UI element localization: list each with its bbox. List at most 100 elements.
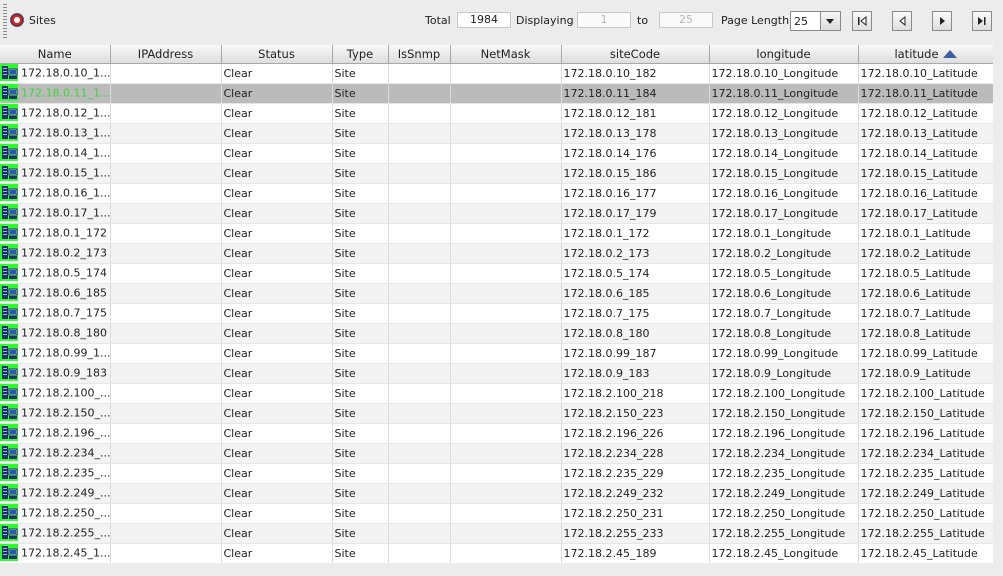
type-cell[interactable]: Site: [332, 143, 389, 164]
ipaddress-cell[interactable]: [110, 423, 222, 444]
netmask-cell[interactable]: [450, 423, 562, 444]
name-cell[interactable]: 172.18.0.16_1...: [0, 183, 111, 204]
name-cell[interactable]: 172.18.2.100_...: [0, 383, 111, 404]
netmask-cell[interactable]: [450, 463, 562, 484]
ipaddress-cell[interactable]: [110, 463, 222, 484]
status-cell[interactable]: Clear: [221, 423, 333, 444]
longitude-cell[interactable]: 172.18.0.6_Longitude: [709, 283, 859, 304]
netmask-cell[interactable]: [450, 503, 562, 524]
ipaddress-cell[interactable]: [110, 103, 222, 124]
type-cell[interactable]: Site: [332, 243, 389, 264]
name-cell[interactable]: 172.18.0.11_1...: [0, 83, 111, 104]
netmask-cell[interactable]: [450, 183, 562, 204]
ipaddress-cell[interactable]: [110, 523, 222, 544]
name-cell[interactable]: 172.18.2.235_...: [0, 463, 111, 484]
name-cell[interactable]: 172.18.0.15_1...: [0, 163, 111, 184]
latitude-cell[interactable]: 172.18.0.15_Latitude: [858, 163, 993, 184]
longitude-cell[interactable]: 172.18.2.235_Longitude: [709, 463, 859, 484]
sitecode-cell[interactable]: 172.18.0.5_174: [561, 263, 710, 284]
name-cell[interactable]: 172.18.2.196_...: [0, 423, 111, 444]
ipaddress-cell[interactable]: [110, 303, 222, 324]
latitude-cell[interactable]: 172.18.0.14_Latitude: [858, 143, 993, 164]
name-cell[interactable]: 172.18.2.249_...: [0, 483, 111, 504]
table-row[interactable]: 172.18.2.150_... Clear Site 172.18.2.150_22…: [0, 403, 993, 424]
longitude-cell[interactable]: 172.18.0.11_Longitude: [709, 83, 859, 104]
status-cell[interactable]: Clear: [221, 383, 333, 404]
status-cell[interactable]: Clear: [221, 243, 333, 264]
status-cell[interactable]: Clear: [221, 63, 333, 84]
status-cell[interactable]: Clear: [221, 143, 333, 164]
latitude-cell[interactable]: 172.18.0.16_Latitude: [858, 183, 993, 204]
table-row[interactable]: 172.18.0.13_1... Clear Site 172.18.0.13_178…: [0, 123, 993, 144]
longitude-cell[interactable]: 172.18.0.7_Longitude: [709, 303, 859, 324]
sitecode-cell[interactable]: 172.18.2.255_233: [561, 523, 710, 544]
table-row[interactable]: 172.18.0.1_172 Clear Site 172.18.0.1_172 172…: [0, 223, 993, 244]
table-row[interactable]: 172.18.0.14_1... Clear Site 172.18.0.14_176…: [0, 143, 993, 164]
issnmp-cell[interactable]: [388, 203, 451, 224]
latitude-cell[interactable]: 172.18.0.10_Latitude: [858, 63, 993, 84]
table-row[interactable]: 172.18.2.100_... Clear Site 172.18.2.100_21…: [0, 383, 993, 404]
netmask-cell[interactable]: [450, 523, 562, 544]
latitude-cell[interactable]: 172.18.2.249_Latitude: [858, 483, 993, 504]
sitecode-cell[interactable]: 172.18.0.12_181: [561, 103, 710, 124]
name-cell[interactable]: 172.18.0.9_183: [0, 363, 111, 384]
sitecode-cell[interactable]: 172.18.0.11_184: [561, 83, 710, 104]
type-cell[interactable]: Site: [332, 83, 389, 104]
status-cell[interactable]: Clear: [221, 283, 333, 304]
netmask-cell[interactable]: [450, 263, 562, 284]
latitude-cell[interactable]: 172.18.0.12_Latitude: [858, 103, 993, 124]
netmask-cell[interactable]: [450, 323, 562, 344]
status-cell[interactable]: Clear: [221, 303, 333, 324]
ipaddress-cell[interactable]: [110, 223, 222, 244]
type-cell[interactable]: Site: [332, 123, 389, 144]
name-cell[interactable]: 172.18.0.6_185: [0, 283, 111, 304]
netmask-cell[interactable]: [450, 163, 562, 184]
latitude-cell[interactable]: 172.18.0.1_Latitude: [858, 223, 993, 244]
column-header-latitude[interactable]: latitude: [858, 45, 993, 64]
column-header-name[interactable]: Name: [0, 45, 111, 64]
longitude-cell[interactable]: 172.18.0.1_Longitude: [709, 223, 859, 244]
ipaddress-cell[interactable]: [110, 243, 222, 264]
name-cell[interactable]: 172.18.0.17_1...: [0, 203, 111, 224]
latitude-cell[interactable]: 172.18.0.6_Latitude: [858, 283, 993, 304]
type-cell[interactable]: Site: [332, 203, 389, 224]
table-row[interactable]: 172.18.0.16_1... Clear Site 172.18.0.16_177…: [0, 183, 993, 204]
sitecode-cell[interactable]: 172.18.0.16_177: [561, 183, 710, 204]
table-row[interactable]: 172.18.0.5_174 Clear Site 172.18.0.5_174 172…: [0, 263, 993, 284]
longitude-cell[interactable]: 172.18.0.10_Longitude: [709, 63, 859, 84]
netmask-cell[interactable]: [450, 283, 562, 304]
table-row[interactable]: 172.18.2.235_... Clear Site 172.18.2.235_22…: [0, 463, 993, 484]
ipaddress-cell[interactable]: [110, 263, 222, 284]
type-cell[interactable]: Site: [332, 183, 389, 204]
status-cell[interactable]: Clear: [221, 223, 333, 244]
name-cell[interactable]: 172.18.2.150_...: [0, 403, 111, 424]
name-cell[interactable]: 172.18.0.13_1...: [0, 123, 111, 144]
column-header-longitude[interactable]: longitude: [709, 45, 859, 64]
table-row[interactable]: 172.18.0.15_1... Clear Site 172.18.0.15_186…: [0, 163, 993, 184]
name-cell[interactable]: 172.18.0.8_180: [0, 323, 111, 344]
table-row[interactable]: 172.18.0.7_175 Clear Site 172.18.0.7_175 172…: [0, 303, 993, 324]
issnmp-cell[interactable]: [388, 63, 451, 84]
table-row[interactable]: 172.18.0.11_1... Clear Site 172.18.0.11_184…: [0, 83, 993, 104]
column-header-status[interactable]: Status: [221, 45, 333, 64]
next-page-button[interactable]: [932, 11, 952, 31]
table-row[interactable]: 172.18.2.234_... Clear Site 172.18.2.234_22…: [0, 443, 993, 464]
netmask-cell[interactable]: [450, 383, 562, 404]
longitude-cell[interactable]: 172.18.2.196_Longitude: [709, 423, 859, 444]
issnmp-cell[interactable]: [388, 143, 451, 164]
sitecode-cell[interactable]: 172.18.0.9_183: [561, 363, 710, 384]
table-row[interactable]: 172.18.0.10_1... Clear Site 172.18.0.10_182…: [0, 63, 993, 84]
netmask-cell[interactable]: [450, 243, 562, 264]
issnmp-cell[interactable]: [388, 503, 451, 524]
netmask-cell[interactable]: [450, 123, 562, 144]
sitecode-cell[interactable]: 172.18.0.8_180: [561, 323, 710, 344]
ipaddress-cell[interactable]: [110, 363, 222, 384]
sitecode-cell[interactable]: 172.18.0.10_182: [561, 63, 710, 84]
issnmp-cell[interactable]: [388, 383, 451, 404]
table-row[interactable]: 172.18.0.8_180 Clear Site 172.18.0.8_180 172…: [0, 323, 993, 344]
table-row[interactable]: 172.18.0.9_183 Clear Site 172.18.0.9_183 172…: [0, 363, 993, 384]
longitude-cell[interactable]: 172.18.0.9_Longitude: [709, 363, 859, 384]
issnmp-cell[interactable]: [388, 463, 451, 484]
latitude-cell[interactable]: 172.18.0.13_Latitude: [858, 123, 993, 144]
table-row[interactable]: 172.18.2.249_... Clear Site 172.18.2.249_23…: [0, 483, 993, 504]
